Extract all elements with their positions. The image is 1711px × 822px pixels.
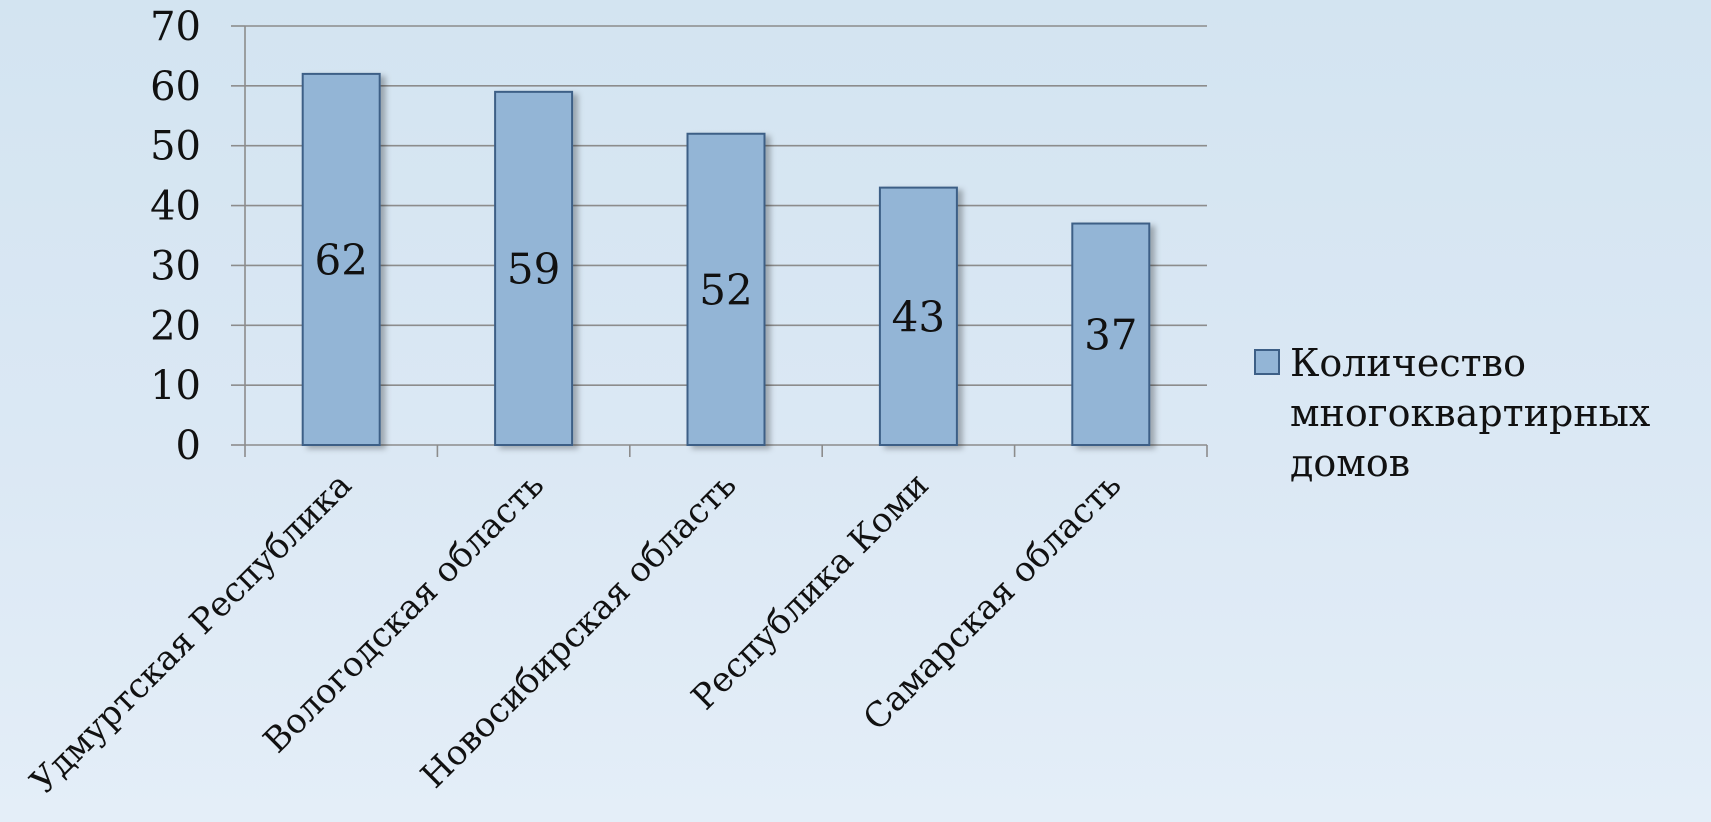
- y-tick-label: 40: [150, 184, 201, 230]
- y-tick-label: 10: [150, 363, 201, 409]
- legend-swatch: [1254, 349, 1280, 375]
- y-tick-label: 30: [150, 243, 201, 289]
- data-label: 37: [1084, 310, 1137, 359]
- y-tick-label: 60: [150, 64, 201, 110]
- y-tick-label: 20: [150, 303, 201, 349]
- data-label: 62: [314, 235, 367, 284]
- bar: [301, 72, 381, 446]
- x-tick-label: Удмуртская Республика: [23, 465, 360, 802]
- y-tick-label: 0: [176, 423, 201, 469]
- x-tick-label: Новосибирская область: [413, 465, 744, 796]
- y-tick-label: 70: [150, 4, 201, 50]
- legend: Количество многоквартирных домов: [1254, 338, 1711, 488]
- data-label: 59: [507, 244, 560, 293]
- y-tick-label: 50: [150, 124, 201, 170]
- bar: [494, 90, 574, 446]
- bar: [878, 186, 958, 446]
- legend-label: Количество многоквартирных домов: [1290, 341, 1651, 485]
- data-label: 52: [699, 265, 752, 314]
- data-label: 43: [892, 292, 945, 341]
- bar: [1071, 222, 1151, 446]
- bar: [686, 132, 766, 446]
